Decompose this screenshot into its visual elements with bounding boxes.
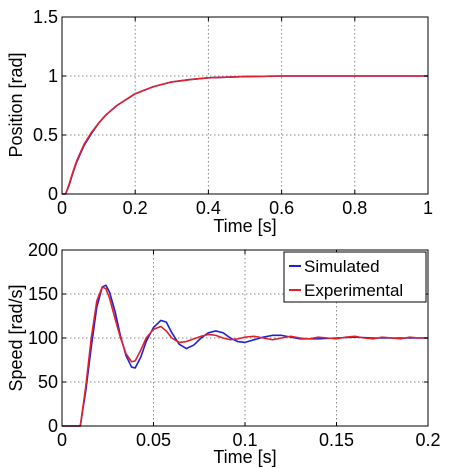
position-plot-frame — [61, 16, 429, 195]
position-xtick-label: 0.2 — [123, 198, 148, 218]
position-plot: 0 0.2 0.4 0.6 0.8 1 0 0.5 1 1.5 Time [s] Position… — [6, 7, 433, 236]
speed-ytick-label: 150 — [28, 284, 58, 304]
position-xtick-label: 1 — [423, 198, 433, 218]
speed-line-experimental — [62, 286, 428, 427]
speed-series — [62, 284, 428, 427]
position-xtick-label: 0.8 — [342, 198, 367, 218]
speed-legend: Simulated Experimental — [283, 251, 427, 303]
legend-box — [283, 251, 427, 303]
position-ytick-label: 1 — [48, 66, 58, 86]
speed-xtick-label: 0.1 — [232, 430, 257, 450]
speed-ytick-label: 0 — [48, 416, 58, 436]
speed-ytick-label: 100 — [28, 328, 58, 348]
position-ticks: 0 0.2 0.4 0.6 0.8 1 0 0.5 1 1.5 — [33, 7, 433, 218]
position-series — [62, 75, 428, 195]
speed-xtick-label: 0.15 — [319, 430, 354, 450]
speed-plot: 0 0.05 0.1 0.15 0.2 0 50 100 150 200 Time [s] Spe… — [6, 240, 441, 467]
position-ytick-label: 0 — [48, 184, 58, 204]
position-ytick-label: 0.5 — [33, 125, 58, 145]
position-xlabel: Time [s] — [213, 216, 276, 236]
position-xtick-label: 0.4 — [196, 198, 221, 218]
speed-xtick-label: 0.2 — [415, 430, 440, 450]
speed-xtick-label: 0.05 — [136, 430, 171, 450]
speed-xtick-label: 0 — [57, 430, 67, 450]
legend-label-simulated: Simulated — [304, 257, 380, 276]
speed-xlabel: Time [s] — [213, 447, 276, 467]
position-plot-area — [62, 17, 428, 194]
position-ylabel: Position [rad] — [6, 52, 26, 157]
speed-ytick-label: 200 — [28, 240, 58, 260]
legend-label-experimental: Experimental — [304, 281, 403, 300]
speed-ylabel: Speed [rad/s] — [6, 284, 26, 391]
position-line-series-1 — [62, 75, 428, 195]
position-xtick-label: 0 — [57, 198, 67, 218]
position-xtick-label: 0.6 — [269, 198, 294, 218]
speed-ticks: 0 0.05 0.1 0.15 0.2 0 50 100 150 200 — [28, 240, 441, 450]
position-ytick-label: 1.5 — [33, 7, 58, 27]
speed-ytick-label: 50 — [38, 372, 58, 392]
